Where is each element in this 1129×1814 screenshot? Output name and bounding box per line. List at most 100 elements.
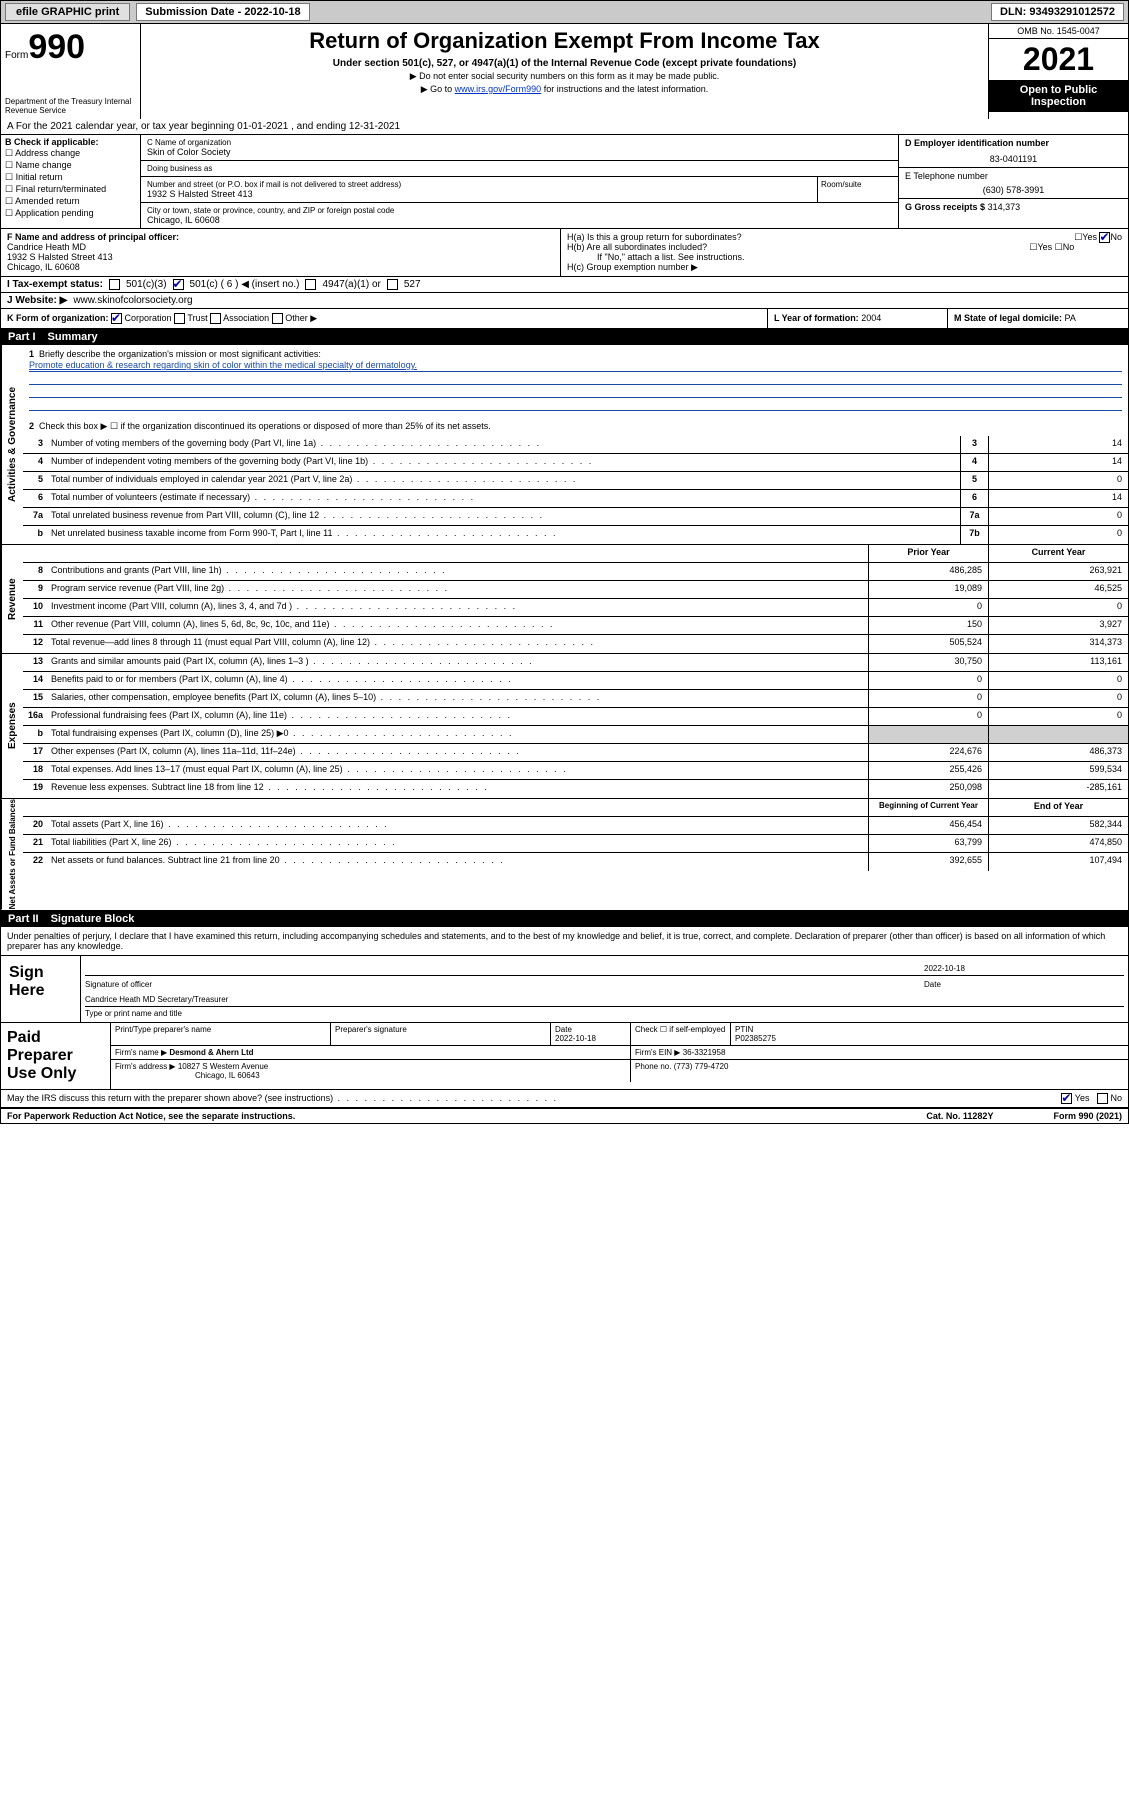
chk-initial-return[interactable]: ☐ Initial return [5,172,136,183]
chk-corp[interactable] [111,313,122,324]
header-center: Return of Organization Exempt From Incom… [141,24,988,119]
hb-note: If "No," attach a list. See instructions… [597,252,1122,262]
mission-section: 1 Briefly describe the organization's mi… [23,345,1128,436]
section-k-l-m: K Form of organization: Corporation Trus… [0,309,1129,329]
chk-name-change[interactable]: ☐ Name change [5,160,136,171]
fin-row-19: 19Revenue less expenses. Subtract line 1… [23,780,1128,798]
vert-label-exp: Expenses [1,654,23,798]
addr-label: Number and street (or P.O. box if mail i… [147,180,811,189]
org-name: Skin of Color Society [147,147,892,157]
dln: DLN: 93493291012572 [991,3,1124,21]
tax-year: 2021 [989,39,1128,80]
ptin-value: P02385275 [735,1034,776,1043]
section-m: M State of legal domicile: PA [948,309,1128,328]
chk-address-change[interactable]: ☐ Address change [5,148,136,159]
open-inspection: Open to Public Inspection [989,80,1128,112]
sec-b-label: B Check if applicable: [5,137,136,147]
fin-row-12: 12Total revenue—add lines 8 through 11 (… [23,635,1128,653]
begin-year-header: Beginning of Current Year [868,799,988,816]
fin-row-14: 14Benefits paid to or for members (Part … [23,672,1128,690]
chk-other[interactable] [272,313,283,324]
firm-name-value: Desmond & Ahern Ltd [169,1048,253,1057]
mission-text: Promote education & research regarding s… [29,360,1122,372]
officer-city: Chicago, IL 60608 [7,262,554,272]
irs-discuss-no[interactable] [1097,1093,1108,1104]
chk-527[interactable] [387,279,398,290]
self-emp-check[interactable]: Check ☐ if self-employed [631,1023,731,1045]
efile-print-button[interactable]: efile GRAPHIC print [5,3,130,21]
gov-row-5: 5Total number of individuals employed in… [23,472,1128,490]
chk-final-return[interactable]: ☐ Final return/terminated [5,184,136,195]
chk-app-pending[interactable]: ☐ Application pending [5,208,136,219]
current-year-header: Current Year [988,545,1128,562]
header-left: Form990 Department of the Treasury Inter… [1,24,141,119]
expenses-table: Expenses 13Grants and similar amounts pa… [0,654,1129,799]
gov-row-6: 6Total number of volunteers (estimate if… [23,490,1128,508]
end-year-header: End of Year [988,799,1128,816]
chk-4947[interactable] [305,279,316,290]
revenue-header-row: Prior Year Current Year [23,545,1128,563]
form-header: Form990 Department of the Treasury Inter… [0,24,1129,119]
subtitle-1: Under section 501(c), 527, or 4947(a)(1)… [145,58,984,69]
website-value: www.skinofcolorsociety.org [73,295,192,306]
firm-phone-value: (773) 779-4720 [674,1062,729,1071]
org-name-label: C Name of organization [147,138,892,147]
sign-here-label: Sign Here [1,956,81,1022]
revenue-table: Revenue Prior Year Current Year 8Contrib… [0,545,1129,654]
phone-value: (630) 578-3991 [905,185,1122,195]
subtitle-2: ▶ Do not enter social security numbers o… [145,71,984,82]
section-b-through-g: B Check if applicable: ☐ Address change … [0,135,1129,229]
fin-row-21: 21Total liabilities (Part X, line 26) 63… [23,835,1128,853]
chk-501c3[interactable] [109,279,120,290]
irs-discuss-yes[interactable] [1061,1093,1072,1104]
hb-label: H(b) Are all subordinates included? [567,242,707,252]
paperwork-notice: For Paperwork Reduction Act Notice, see … [7,1111,926,1121]
hc-label: H(c) Group exemption number ▶ [567,262,1122,273]
chk-assoc[interactable] [210,313,221,324]
chk-501c[interactable] [173,279,184,290]
form-title: Return of Organization Exempt From Incom… [145,28,984,54]
ha-label: H(a) Is this a group return for subordin… [567,232,742,242]
form-number: 990 [28,28,85,66]
fin-row-10: 10Investment income (Part VIII, column (… [23,599,1128,617]
gov-row-3: 3Number of voting members of the governi… [23,436,1128,454]
officer-addr: 1932 S Halsted Street 413 [7,252,554,262]
fin-row-9: 9Program service revenue (Part VIII, lin… [23,581,1128,599]
firm-ein-value: 36-3321958 [683,1048,726,1057]
section-h: H(a) Is this a group return for subordin… [561,229,1128,276]
activities-governance-table: Activities & Governance 1 Briefly descri… [0,345,1129,545]
irs-link[interactable]: www.irs.gov/Form990 [455,84,542,94]
room-label: Room/suite [821,180,895,189]
gov-row-4: 4Number of independent voting members of… [23,454,1128,472]
officer-signed-name: Candrice Heath MD Secretary/Treasurer [85,995,228,1004]
chk-amended[interactable]: ☐ Amended return [5,196,136,207]
fin-row-8: 8Contributions and grants (Part VIII, li… [23,563,1128,581]
paid-preparer-label: Paid Preparer Use Only [1,1023,111,1089]
section-i: I Tax-exempt status: 501(c)(3) 501(c) ( … [0,277,1129,293]
city-label: City or town, state or province, country… [147,206,892,215]
fin-row-20: 20Total assets (Part X, line 16) 456,454… [23,817,1128,835]
section-l: L Year of formation: 2004 [768,309,948,328]
fin-row-11: 11Other revenue (Part VIII, column (A), … [23,617,1128,635]
net-assets-table: Net Assets or Fund Balances Beginning of… [0,799,1129,910]
subtitle-3: ▶ Go to www.irs.gov/Form990 for instruct… [145,84,984,95]
page-footer: For Paperwork Reduction Act Notice, see … [0,1108,1129,1124]
section-k: K Form of organization: Corporation Trus… [1,309,768,328]
omb-number: OMB No. 1545-0047 [989,24,1128,39]
sig-date-label: Date [924,980,1124,989]
sig-officer-label: Signature of officer [85,980,924,989]
street-address: 1932 S Halsted Street 413 [147,189,811,199]
vert-label-rev: Revenue [1,545,23,653]
phone-label: E Telephone number [905,171,1122,181]
form-label: Form [5,50,28,61]
net-header-row: Beginning of Current Year End of Year [23,799,1128,817]
prior-year-header: Prior Year [868,545,988,562]
chk-trust[interactable] [174,313,185,324]
ha-no-check[interactable] [1099,232,1110,243]
top-toolbar: efile GRAPHIC print Submission Date - 20… [0,0,1129,24]
fin-row-17: 17Other expenses (Part IX, column (A), l… [23,744,1128,762]
section-j: J Website: ▶ www.skinofcolorsociety.org [0,293,1129,309]
fin-row-15: 15Salaries, other compensation, employee… [23,690,1128,708]
perjury-declaration: Under penalties of perjury, I declare th… [1,927,1128,955]
fin-row-18: 18Total expenses. Add lines 13–17 (must … [23,762,1128,780]
